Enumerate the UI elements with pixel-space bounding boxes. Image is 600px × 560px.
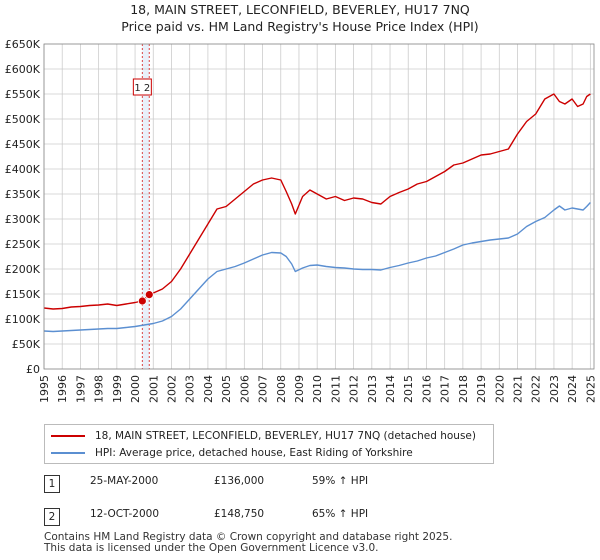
y-tick-label: £400K bbox=[5, 163, 41, 176]
plot-frame bbox=[43, 43, 595, 370]
y-tick-label: £150K bbox=[5, 288, 41, 301]
x-tick-label: 1998 bbox=[93, 375, 106, 403]
hpi-line bbox=[43, 202, 591, 333]
y-tick-label: £350K bbox=[5, 188, 41, 201]
x-tick-label: 1999 bbox=[111, 375, 124, 403]
x-tick-label: 2019 bbox=[475, 375, 488, 403]
x-tick-label: 1995 bbox=[38, 375, 51, 403]
x-tick-label: 2001 bbox=[147, 375, 160, 403]
chart-title: 18, MAIN STREET, LECONFIELD, BEVERLEY, H… bbox=[130, 2, 470, 17]
x-tick-label: 2020 bbox=[493, 375, 506, 403]
transaction-price: £148,750 bbox=[214, 508, 265, 520]
transaction-date: 12-OCT-2000 bbox=[90, 508, 159, 520]
chart-legend: 18, MAIN STREET, LECONFIELD, BEVERLEY, H… bbox=[44, 424, 494, 464]
y-tick-label: £100K bbox=[5, 313, 41, 326]
legend-label-property: 18, MAIN STREET, LECONFIELD, BEVERLEY, H… bbox=[95, 430, 476, 442]
legend-item-property: 18, MAIN STREET, LECONFIELD, BEVERLEY, H… bbox=[51, 428, 476, 444]
transaction-marker-box bbox=[132, 78, 152, 96]
x-tick-label: 1996 bbox=[56, 375, 69, 403]
footer-licence: This data is licensed under the Open Gov… bbox=[44, 542, 379, 554]
x-tick-label: 2017 bbox=[439, 375, 452, 403]
price-chart: £0 £50K £100K £150K £200K £250K £300K £350K £400… bbox=[5, 38, 598, 403]
transaction-number: 1 bbox=[44, 475, 60, 493]
plot-area bbox=[44, 44, 594, 369]
x-tick-label: 2011 bbox=[329, 375, 342, 403]
legend-item-hpi: HPI: Average price, detached house, East… bbox=[51, 445, 413, 461]
x-tick-label: 2013 bbox=[366, 375, 379, 403]
x-tick-label: 2004 bbox=[202, 375, 215, 403]
legend-swatch-property bbox=[51, 435, 85, 437]
x-tick-label: 2016 bbox=[420, 375, 433, 403]
y-tick-label: £450K bbox=[5, 138, 41, 151]
x-tick-label: 2003 bbox=[184, 375, 197, 403]
x-tick-label: 2018 bbox=[457, 375, 470, 403]
legend-label-hpi: HPI: Average price, detached house, East… bbox=[95, 447, 413, 459]
y-tick-label: £250K bbox=[5, 238, 41, 251]
x-tick-label: 2000 bbox=[129, 375, 142, 403]
x-tick-label: 2008 bbox=[275, 375, 288, 403]
transaction-hpi: 59% ↑ HPI bbox=[312, 475, 369, 487]
transaction-number: 2 bbox=[44, 508, 60, 526]
x-tick-label: 2002 bbox=[165, 375, 178, 403]
x-tick-label: 2007 bbox=[257, 375, 270, 403]
x-tick-label: 2006 bbox=[238, 375, 251, 403]
transaction-point bbox=[137, 296, 147, 306]
x-tick-label: 2009 bbox=[293, 375, 306, 403]
y-tick-label: £500K bbox=[5, 113, 41, 126]
transaction-price: £136,000 bbox=[214, 475, 265, 487]
x-tick-label: 2025 bbox=[584, 375, 597, 403]
y-tick-label: £0 bbox=[26, 363, 40, 376]
transaction-band bbox=[142, 44, 150, 369]
transaction-row: 1 25-MAY-2000 £136,000 59% ↑ HPI bbox=[0, 475, 600, 495]
x-tick-label: 2014 bbox=[384, 375, 397, 403]
y-tick-label: £200K bbox=[5, 263, 41, 276]
y-tick-label: £550K bbox=[5, 88, 41, 101]
x-tick-label: 2005 bbox=[220, 375, 233, 403]
x-tick-label: 2024 bbox=[566, 375, 579, 403]
x-tick-label: 2015 bbox=[402, 375, 415, 403]
transaction-row: 2 12-OCT-2000 £148,750 65% ↑ HPI bbox=[0, 508, 600, 528]
transaction-date: 25-MAY-2000 bbox=[90, 475, 159, 487]
y-tick-label: £600K bbox=[5, 63, 41, 76]
x-tick-label: 2023 bbox=[548, 375, 561, 403]
x-tick-label: 1997 bbox=[74, 375, 87, 403]
y-tick-label: £300K bbox=[5, 213, 41, 226]
transaction-hpi: 65% ↑ HPI bbox=[312, 508, 369, 520]
footer-copyright: Contains HM Land Registry data © Crown c… bbox=[44, 531, 453, 543]
y-tick-label: £50K bbox=[12, 338, 41, 351]
transaction-point bbox=[144, 290, 154, 300]
x-tick-label: 2021 bbox=[512, 375, 525, 403]
chart-subtitle: Price paid vs. HM Land Registry's House … bbox=[121, 19, 479, 34]
x-tick-label: 2022 bbox=[530, 375, 543, 403]
x-tick-label: 2012 bbox=[348, 375, 361, 403]
transaction-marker-label: 1 2 bbox=[134, 83, 150, 94]
legend-swatch-hpi bbox=[51, 452, 85, 454]
x-tick-label: 2010 bbox=[311, 375, 324, 403]
y-tick-label: £650K bbox=[5, 38, 41, 51]
